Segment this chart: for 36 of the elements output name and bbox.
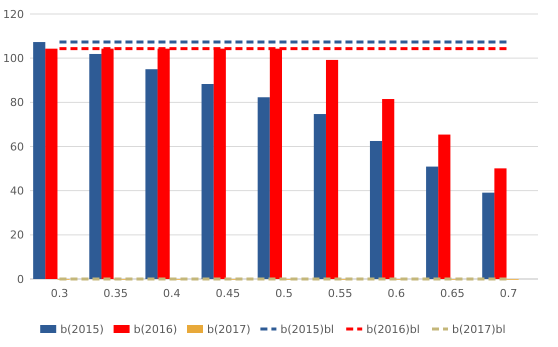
y-tick-label: 80	[10, 96, 24, 110]
bar	[426, 166, 438, 279]
y-tick-label: 0	[17, 272, 24, 286]
x-tick-label: 0.6	[388, 287, 406, 300]
bar	[494, 168, 507, 279]
x-tick-label: 0.5	[275, 287, 293, 300]
bar	[314, 114, 326, 279]
y-tick-label: 40	[10, 184, 24, 198]
legend-label: b(2015)bl	[280, 322, 334, 336]
x-tick-label: 0.4	[162, 287, 180, 300]
legend-label: b(2016)	[134, 322, 178, 336]
x-tick-label: 0.55	[328, 287, 352, 300]
x-tick-label: 0.3	[50, 287, 68, 300]
x-tick-label: 0.65	[440, 287, 465, 300]
y-tick-label: 120	[3, 8, 24, 21]
y-tick-label: 100	[3, 52, 24, 66]
legend-label: b(2017)	[207, 322, 251, 336]
y-tick-label: 60	[10, 140, 24, 154]
legend-label: b(2017)bl	[452, 322, 506, 336]
bar	[145, 69, 158, 279]
bar	[370, 140, 382, 279]
bar	[45, 48, 58, 279]
bar	[438, 134, 450, 279]
legend-label: b(2015)	[60, 322, 104, 336]
x-tick-label: 0.45	[216, 287, 240, 300]
bar	[326, 60, 338, 279]
bar	[89, 54, 102, 279]
bar	[382, 99, 394, 279]
bar	[202, 84, 214, 279]
legend-label: b(2016)bl	[366, 322, 420, 336]
bar	[33, 42, 46, 279]
y-tick-label: 20	[10, 228, 24, 242]
x-tick-label: 0.7	[500, 287, 518, 300]
bar	[258, 97, 270, 279]
bar	[482, 192, 494, 279]
x-tick-label: 0.35	[103, 287, 128, 300]
